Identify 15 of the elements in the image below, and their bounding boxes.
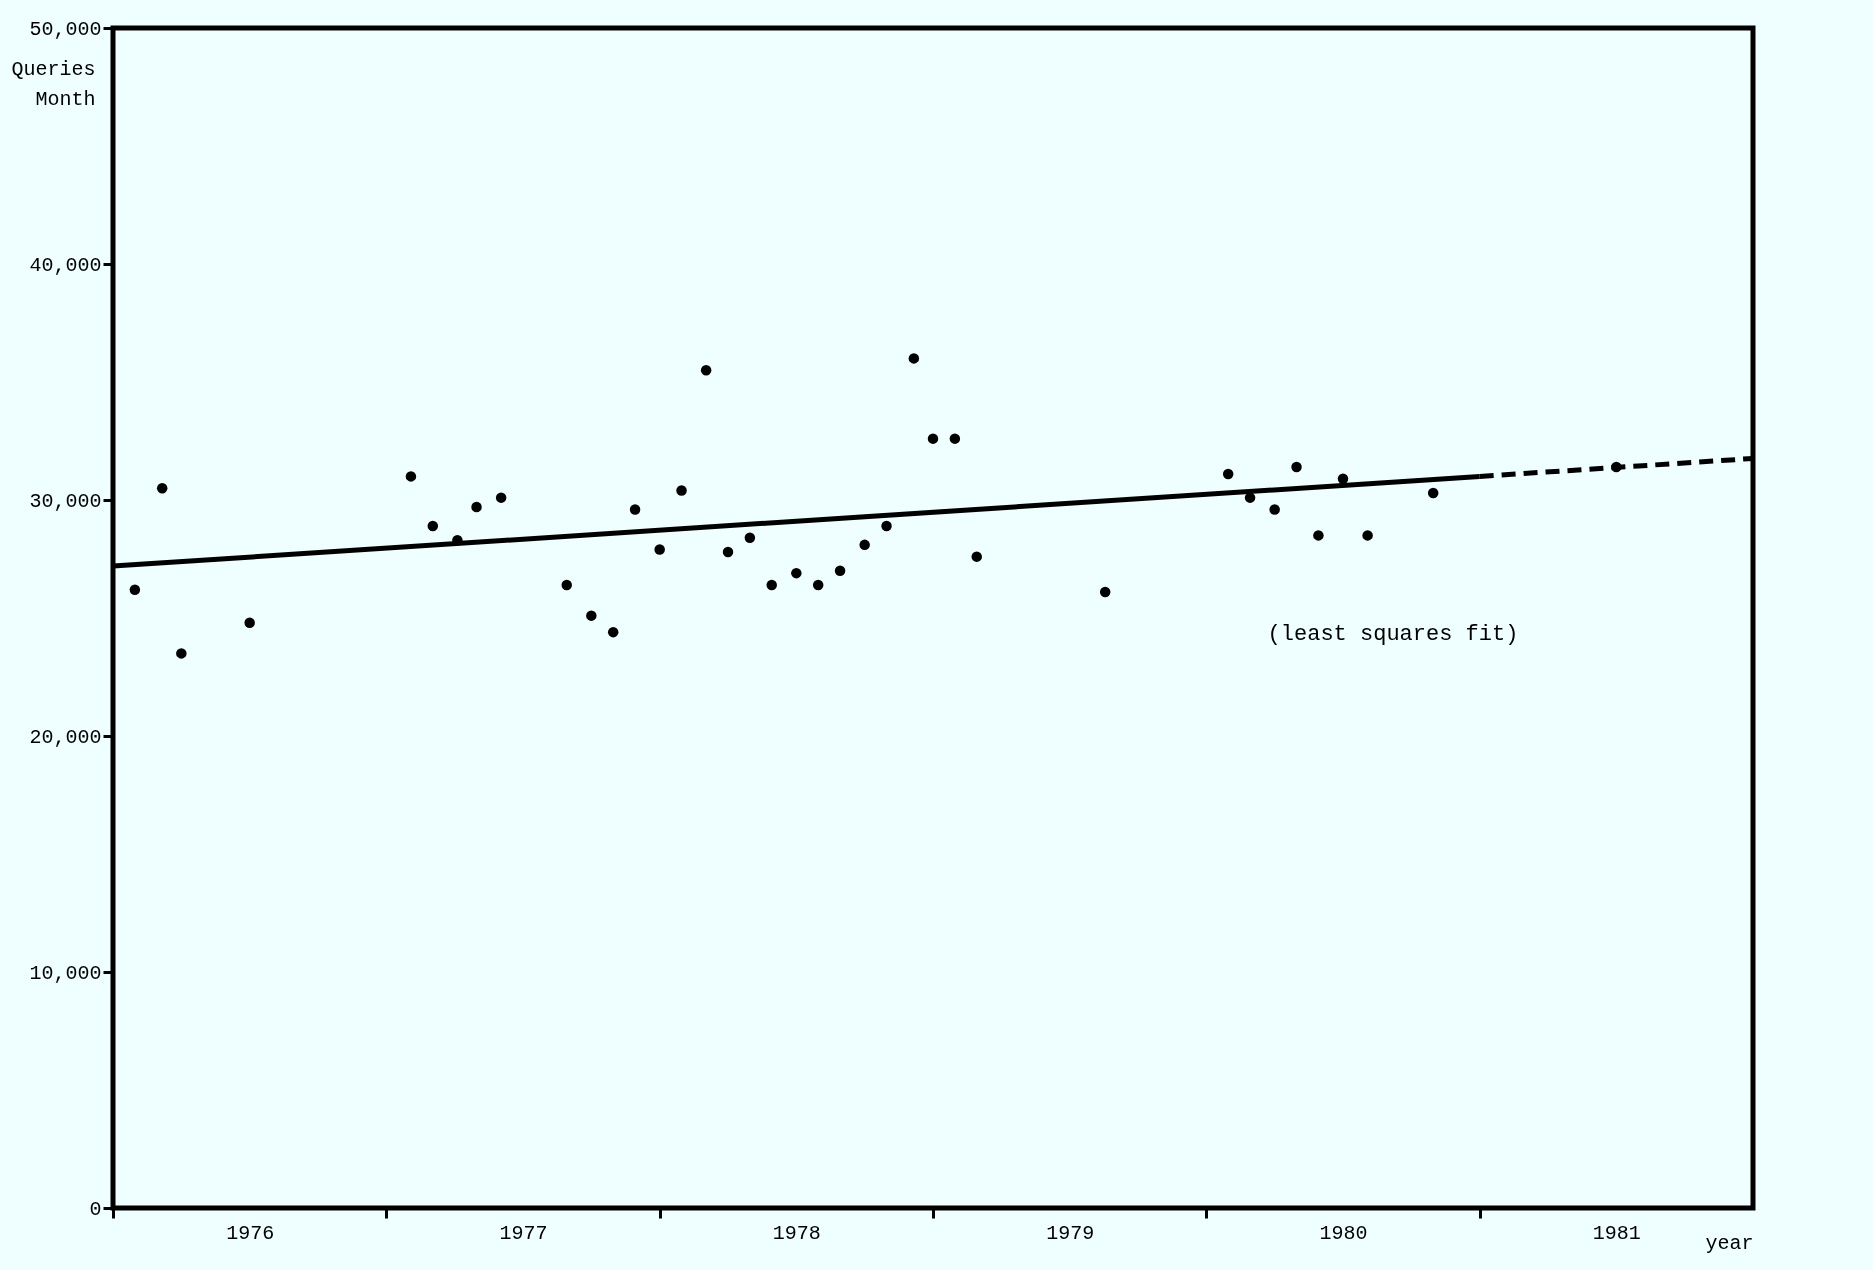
x-tick-label: 1981 bbox=[1592, 1221, 1641, 1245]
y-tick-label: 40,000 bbox=[29, 253, 102, 277]
x-tick-label: 1977 bbox=[499, 1221, 548, 1245]
y-tick-label: 20,000 bbox=[29, 725, 102, 749]
x-tick-label: 1978 bbox=[772, 1221, 821, 1245]
y-tick-label: 10,000 bbox=[29, 961, 102, 985]
annotation: (least squares fit) bbox=[1267, 622, 1519, 647]
y-tick-label: 50,000 bbox=[29, 17, 102, 41]
x-tick-label: 1980 bbox=[1319, 1221, 1368, 1245]
y-axis-title: Queries Month bbox=[11, 57, 96, 111]
x-axis-title: year bbox=[1705, 1231, 1754, 1255]
x-tick-label: 1976 bbox=[226, 1221, 275, 1245]
y-tick-label: 0 bbox=[89, 1197, 102, 1221]
x-tick-label: 1979 bbox=[1046, 1221, 1095, 1245]
y-tick-label: 30,000 bbox=[29, 489, 102, 513]
